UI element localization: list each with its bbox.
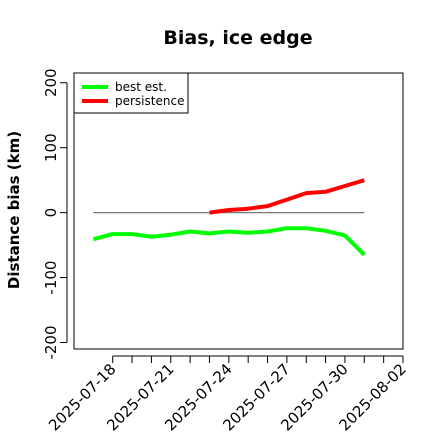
chart-title: Bias, ice edge — [163, 27, 312, 49]
legend-label-best-est: best est. — [115, 80, 167, 94]
legend: best est. persistence — [73, 72, 189, 114]
series-line-persistence — [209, 178, 365, 215]
legend-label-persistence: persistence — [115, 94, 184, 108]
y-tick-label: -200 — [42, 325, 60, 359]
plot-frame — [73, 72, 404, 350]
legend-box — [73, 72, 189, 114]
axes: -200-10001002002025-07-182025-07-212025-… — [42, 68, 410, 434]
series-lines — [92, 178, 366, 257]
series-line-best-est — [92, 226, 366, 257]
y-axis-label: Distance bias (km) — [5, 131, 23, 289]
y-tick-label: 100 — [42, 133, 60, 162]
y-tick-label: -100 — [42, 261, 60, 295]
y-tick-label: 200 — [42, 68, 60, 97]
y-tick-label: 0 — [42, 208, 60, 218]
